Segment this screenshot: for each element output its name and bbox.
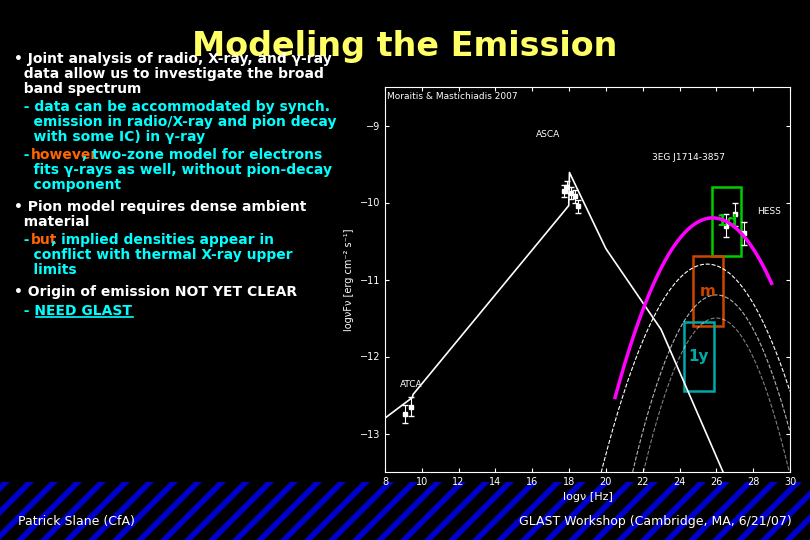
X-axis label: logν [Hz]: logν [Hz] <box>563 492 612 502</box>
Polygon shape <box>624 482 698 540</box>
Polygon shape <box>480 482 554 540</box>
Polygon shape <box>696 482 770 540</box>
Text: 3EG J1714-3857: 3EG J1714-3857 <box>652 153 725 162</box>
Text: band spectrum: band spectrum <box>14 82 142 96</box>
Polygon shape <box>792 482 810 540</box>
Text: -: - <box>14 148 34 162</box>
Polygon shape <box>264 482 338 540</box>
Text: 1d: 1d <box>716 214 737 230</box>
Polygon shape <box>0 482 26 540</box>
Text: 1y: 1y <box>688 349 709 364</box>
Polygon shape <box>528 482 602 540</box>
Text: Patrick Slane (CfA): Patrick Slane (CfA) <box>18 515 135 528</box>
Polygon shape <box>456 482 530 540</box>
Polygon shape <box>576 482 650 540</box>
Polygon shape <box>24 482 98 540</box>
Polygon shape <box>432 482 506 540</box>
Polygon shape <box>240 482 314 540</box>
Polygon shape <box>744 482 810 540</box>
Text: - NEED GLAST: - NEED GLAST <box>14 304 132 318</box>
Polygon shape <box>120 482 194 540</box>
Polygon shape <box>408 482 482 540</box>
Polygon shape <box>48 482 122 540</box>
Text: component: component <box>14 178 122 192</box>
Polygon shape <box>96 482 170 540</box>
Text: material: material <box>14 215 89 229</box>
Text: fits γ-rays as well, without pion-decay: fits γ-rays as well, without pion-decay <box>14 163 332 177</box>
Polygon shape <box>0 482 2 540</box>
Text: conflict with thermal X-ray upper: conflict with thermal X-ray upper <box>14 248 292 262</box>
Polygon shape <box>144 482 218 540</box>
Text: - data can be accommodated by synch.: - data can be accommodated by synch. <box>14 100 330 114</box>
Polygon shape <box>504 482 578 540</box>
Polygon shape <box>384 482 458 540</box>
Polygon shape <box>360 482 434 540</box>
Polygon shape <box>600 482 674 540</box>
Text: but: but <box>31 233 58 247</box>
Polygon shape <box>312 482 386 540</box>
Polygon shape <box>168 482 242 540</box>
Polygon shape <box>72 482 146 540</box>
Text: Moraitis & Mastichiadis 2007: Moraitis & Mastichiadis 2007 <box>387 92 518 100</box>
Polygon shape <box>552 482 626 540</box>
Text: data allow us to investigate the broad: data allow us to investigate the broad <box>14 67 324 81</box>
Text: • Origin of emission NOT YET CLEAR: • Origin of emission NOT YET CLEAR <box>14 285 297 299</box>
Text: • Joint analysis of radio, X-ray, and γ-ray: • Joint analysis of radio, X-ray, and γ-… <box>14 52 332 66</box>
Text: ATCA: ATCA <box>399 380 422 389</box>
Polygon shape <box>768 482 810 540</box>
Polygon shape <box>216 482 290 540</box>
Polygon shape <box>720 482 794 540</box>
Text: emission in radio/X-ray and pion decay: emission in radio/X-ray and pion decay <box>14 115 336 129</box>
Text: m: m <box>700 284 716 299</box>
Text: -: - <box>14 233 34 247</box>
Text: ASCA: ASCA <box>536 130 561 139</box>
Text: however: however <box>31 148 98 162</box>
Text: GLAST Workshop (Cambridge, MA, 6/21/07): GLAST Workshop (Cambridge, MA, 6/21/07) <box>519 515 792 528</box>
Text: HESS: HESS <box>757 207 781 216</box>
Polygon shape <box>336 482 410 540</box>
Polygon shape <box>0 482 50 540</box>
Text: Modeling the Emission: Modeling the Emission <box>192 30 618 63</box>
Polygon shape <box>648 482 722 540</box>
Text: with some IC) in γ-ray: with some IC) in γ-ray <box>14 130 205 144</box>
Polygon shape <box>672 482 746 540</box>
Y-axis label: logνFν [erg cm⁻² s⁻¹]: logνFν [erg cm⁻² s⁻¹] <box>344 228 354 330</box>
Polygon shape <box>0 482 74 540</box>
Polygon shape <box>288 482 362 540</box>
Polygon shape <box>192 482 266 540</box>
Text: limits: limits <box>14 263 77 277</box>
Bar <box>0 482 810 540</box>
Text: • Pion model requires dense ambient: • Pion model requires dense ambient <box>14 200 306 214</box>
Text: , two-zone model for electrons: , two-zone model for electrons <box>82 148 322 162</box>
Text: , implied densities appear in: , implied densities appear in <box>51 233 274 247</box>
